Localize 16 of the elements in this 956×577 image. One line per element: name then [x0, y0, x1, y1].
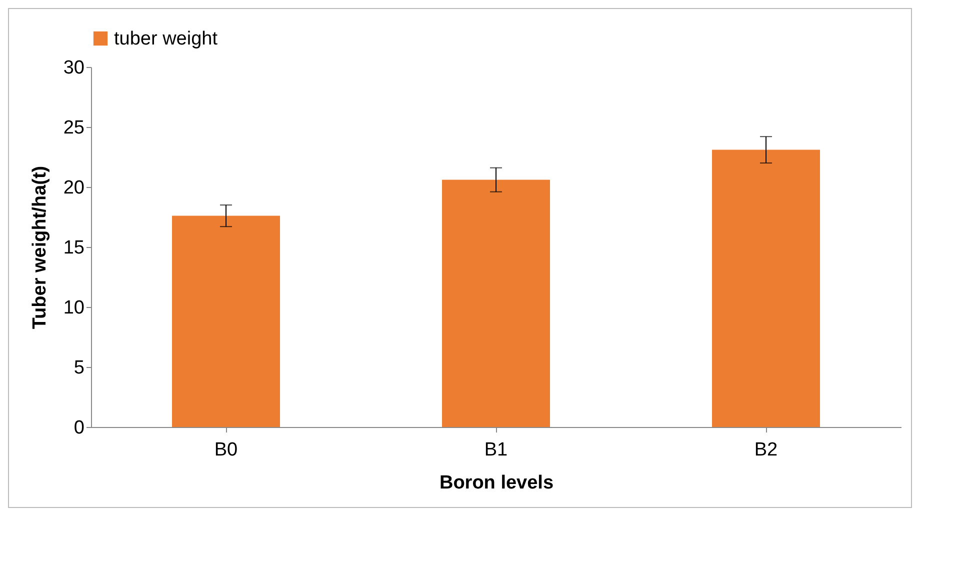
y-tick-label: 5 — [74, 358, 84, 378]
bar — [172, 216, 280, 427]
y-tick-label: 0 — [74, 418, 84, 438]
x-tick-label: B0 — [214, 440, 238, 460]
y-tick-label: 30 — [63, 58, 84, 78]
legend-label: tuber weight — [114, 28, 218, 50]
x-axis-title: Boron levels — [439, 472, 554, 494]
y-axis-title: Tuber weight/ha(t) — [29, 166, 50, 330]
bar — [712, 150, 820, 427]
y-tick-label: 25 — [63, 118, 84, 138]
x-tick-label: B1 — [484, 440, 508, 460]
y-tick-label: 15 — [63, 238, 84, 258]
y-tick-label: 20 — [63, 178, 84, 198]
x-tick-label: B2 — [754, 440, 778, 460]
bar — [442, 180, 550, 427]
y-tick-label: 10 — [63, 298, 84, 318]
